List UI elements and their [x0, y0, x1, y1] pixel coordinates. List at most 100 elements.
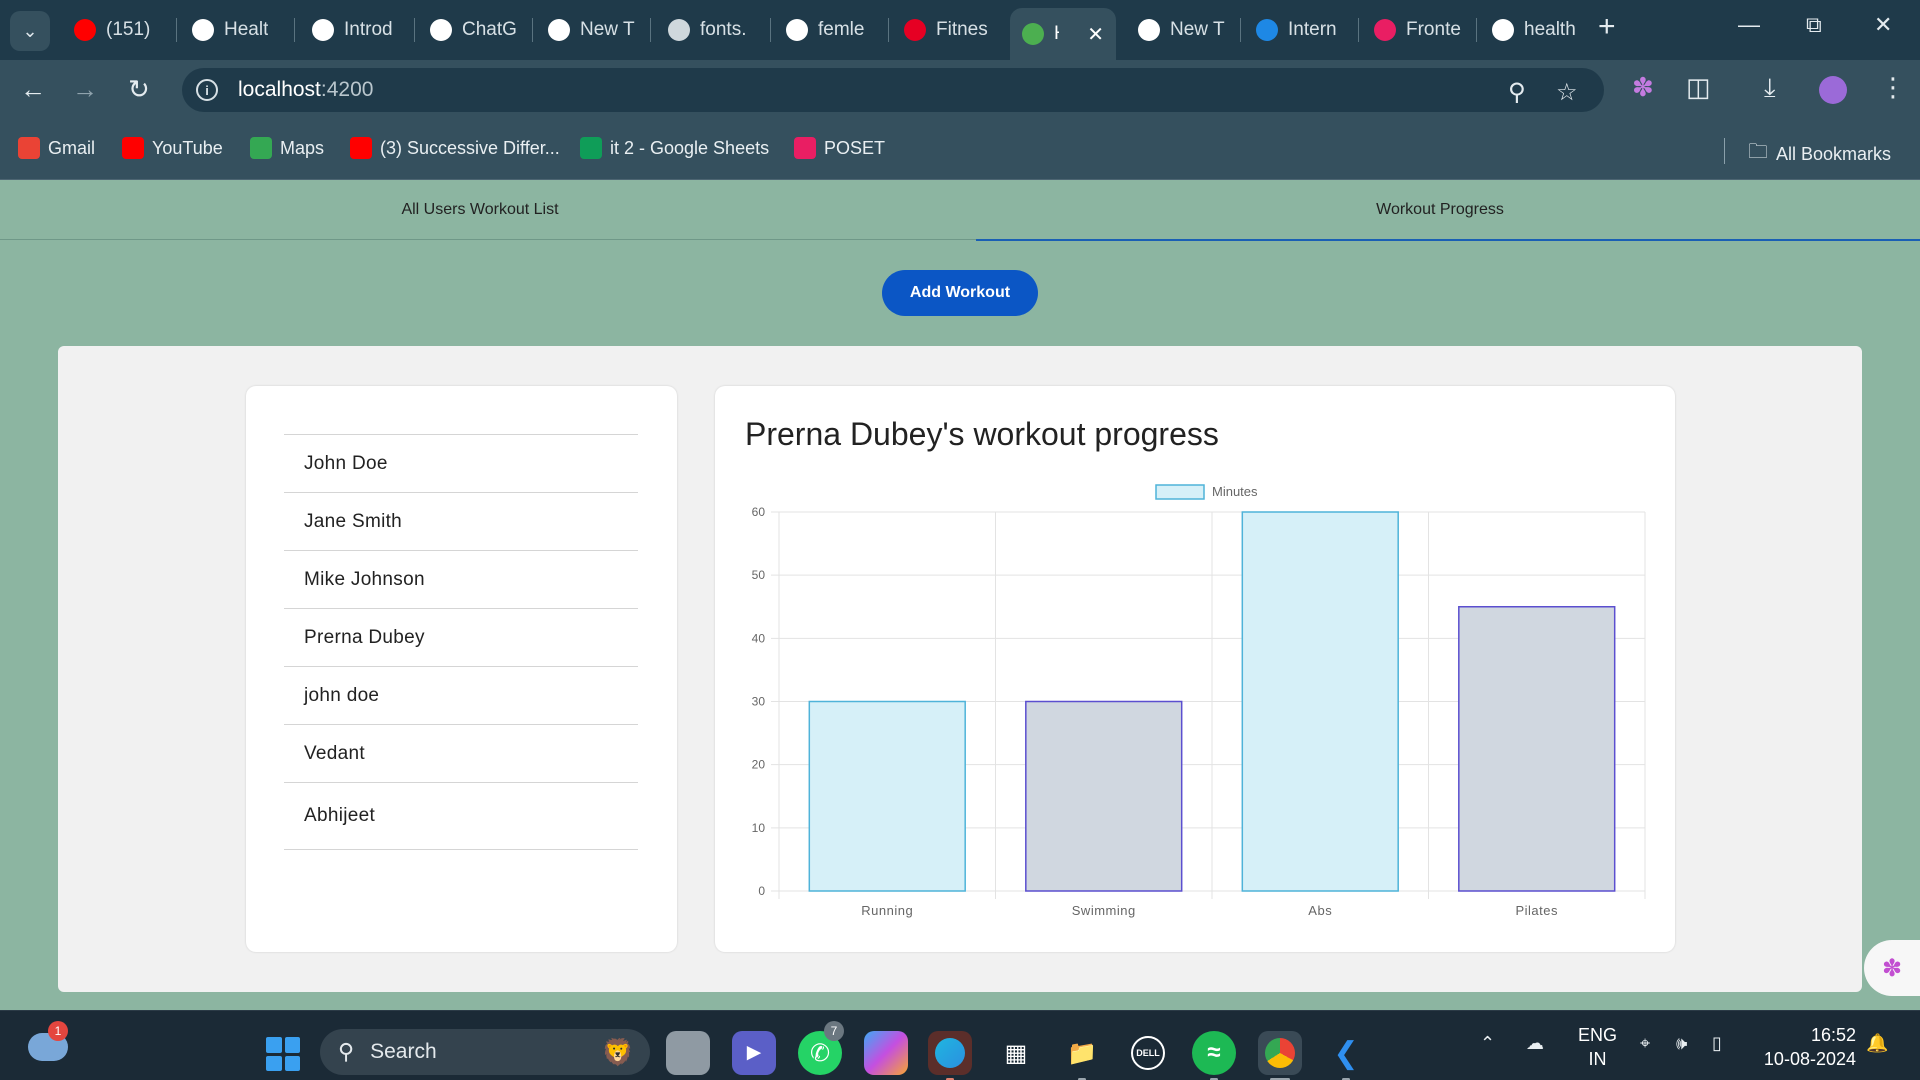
- clock-date: 10-08-2024: [1763, 1049, 1856, 1069]
- tab-search-button[interactable]: ⌄: [10, 11, 50, 51]
- zoom-icon[interactable]: ⚲: [1508, 79, 1526, 106]
- search-icon: ⚲: [338, 1039, 355, 1064]
- browser-tab[interactable]: Fitnes: [892, 8, 1004, 52]
- bookmark-item[interactable]: YouTube: [122, 137, 223, 159]
- bookmark-item[interactable]: Gmail: [18, 137, 95, 159]
- browser-tab[interactable]: H✕: [1010, 8, 1116, 60]
- browser-tab[interactable]: Fronte: [1362, 8, 1474, 52]
- tab-label: All Users Workout List: [401, 201, 559, 218]
- address-bar[interactable]: i localhost:4200 ⚲ ☆: [182, 68, 1604, 112]
- tab-all-users-workout-list[interactable]: All Users Workout List: [0, 180, 960, 240]
- extension-brain-icon[interactable]: ✽: [1632, 72, 1654, 102]
- app-tab-bar: All Users Workout List Workout Progress: [0, 180, 1920, 241]
- user-list-item[interactable]: Vedant: [284, 725, 638, 783]
- workout-bar-chart: 0 10 20 30 40 50 60 Running Swimming Abs Pilates Mi…: [752, 484, 1646, 918]
- menu-kebab-icon[interactable]: ⋮: [1880, 72, 1906, 102]
- browser-tab[interactable]: Introd: [300, 8, 412, 52]
- legend-swatch: [1155, 484, 1205, 500]
- extensions-puzzle-icon[interactable]: ◫: [1686, 72, 1711, 102]
- spotify-icon[interactable]: ≈: [1192, 1031, 1236, 1075]
- bookmark-item[interactable]: POSET: [794, 137, 885, 159]
- y-tick-label: 10: [752, 821, 766, 835]
- browser-tab[interactable]: New T: [1126, 8, 1238, 52]
- browser-tab[interactable]: fonts.: [656, 8, 768, 52]
- browser-tab[interactable]: Intern: [1244, 8, 1356, 52]
- lang-line2: IN: [1588, 1049, 1607, 1069]
- browser-tab[interactable]: New T: [536, 8, 648, 52]
- profile-avatar[interactable]: [1819, 76, 1847, 104]
- close-tab-icon[interactable]: ✕: [1087, 23, 1104, 46]
- dell-icon[interactable]: DELL: [1126, 1031, 1170, 1075]
- bookmark-item[interactable]: (3) Successive Differ...: [350, 137, 560, 159]
- onedrive-icon[interactable]: ☁: [1526, 1033, 1544, 1053]
- store-icon[interactable]: ▦: [1004, 1039, 1028, 1067]
- tab-workout-progress[interactable]: Workout Progress: [960, 180, 1920, 241]
- bookmark-item[interactable]: Maps: [250, 137, 324, 159]
- user-list-item[interactable]: john doe: [284, 667, 638, 725]
- tab-separator: [176, 18, 177, 42]
- add-workout-button[interactable]: Add Workout: [882, 270, 1038, 316]
- browser-tab[interactable]: ChatG: [418, 8, 530, 52]
- downloads-icon[interactable]: ⤓: [1764, 72, 1776, 102]
- globe-icon: [668, 19, 690, 41]
- site-info-icon[interactable]: i: [196, 79, 218, 101]
- bookmark-label: Gmail: [48, 137, 96, 158]
- file-explorer-icon[interactable]: 📁: [1067, 1039, 1097, 1067]
- brain-icon: ✽: [1881, 954, 1903, 982]
- search-label: Search: [370, 1040, 437, 1063]
- forward-button[interactable]: →: [72, 74, 98, 104]
- edge-icon[interactable]: [928, 1031, 972, 1075]
- chrome-taskbar-icon[interactable]: [1258, 1031, 1302, 1075]
- tab-separator: [1358, 18, 1359, 42]
- taskbar-search[interactable]: ⚲ Search 🦁: [320, 1029, 650, 1075]
- spotify-running-indicator: [1210, 1078, 1218, 1080]
- x-tick-label: Swimming: [1072, 903, 1136, 918]
- task-view-icon[interactable]: [666, 1031, 710, 1075]
- wifi-icon[interactable]: ⌖: [1640, 1033, 1651, 1053]
- vscode-running-indicator: [1342, 1078, 1350, 1080]
- copilot-icon[interactable]: [864, 1031, 908, 1075]
- user-list-item[interactable]: Prerna Dubey: [284, 609, 638, 667]
- user-list-item[interactable]: John Doe: [284, 435, 638, 493]
- browser-tab[interactable]: Healt: [180, 8, 292, 52]
- close-window-button[interactable]: ✕: [1874, 12, 1893, 37]
- user-list-item[interactable]: Abhijeet: [284, 783, 638, 850]
- tab-title: ChatG: [462, 19, 517, 40]
- start-button[interactable]: [266, 1037, 300, 1071]
- language-indicator[interactable]: ENG IN: [1578, 1023, 1617, 1071]
- minimize-button[interactable]: —: [1738, 12, 1760, 37]
- new-tab-button[interactable]: +: [1598, 10, 1616, 43]
- all-bookmarks-button[interactable]: 🗀 All Bookmarks: [1748, 137, 1891, 171]
- y-tick-label: 50: [752, 568, 766, 582]
- tab-title: New T: [1170, 19, 1225, 40]
- tab-title: Intern: [1288, 19, 1337, 40]
- y-tick-label: 40: [752, 631, 766, 645]
- bookmarks-separator: [1724, 138, 1725, 164]
- browser-tab[interactable]: (151): [62, 8, 174, 52]
- back-button[interactable]: ←: [20, 74, 46, 104]
- restore-button[interactable]: ⧉: [1806, 12, 1822, 37]
- vscode-icon[interactable]: ❮: [1333, 1036, 1359, 1070]
- tab-separator: [1240, 18, 1241, 42]
- whatsapp-badge: 7: [824, 1021, 844, 1041]
- browser-tab[interactable]: femle: [774, 8, 886, 52]
- browser-tab[interactable]: health: [1480, 8, 1592, 52]
- frontend-icon: [1374, 19, 1396, 41]
- clock[interactable]: 16:52 10-08-2024: [1760, 1023, 1856, 1071]
- teams-meet-icon[interactable]: ►: [732, 1031, 776, 1075]
- tab-title: New T: [580, 19, 635, 40]
- user-list-item[interactable]: Mike Johnson: [284, 551, 638, 609]
- bookmark-item[interactable]: it 2 - Google Sheets: [580, 137, 769, 159]
- poset-icon: [794, 137, 816, 159]
- reload-button[interactable]: ↻: [128, 74, 150, 104]
- battery-icon[interactable]: ▯: [1712, 1033, 1722, 1053]
- sheets-icon: [580, 137, 602, 159]
- volume-icon[interactable]: 🕪: [1676, 1033, 1688, 1053]
- bookmark-label: it 2 - Google Sheets: [610, 137, 770, 158]
- bookmark-star-icon[interactable]: ☆: [1556, 79, 1578, 106]
- user-list-item[interactable]: Jane Smith: [284, 493, 638, 551]
- openai-icon: [312, 19, 334, 41]
- side-assistant-button[interactable]: ✽: [1864, 940, 1920, 996]
- notifications-bell-icon[interactable]: 🔔: [1866, 1033, 1889, 1053]
- tray-overflow-icon[interactable]: ⌃: [1480, 1033, 1496, 1053]
